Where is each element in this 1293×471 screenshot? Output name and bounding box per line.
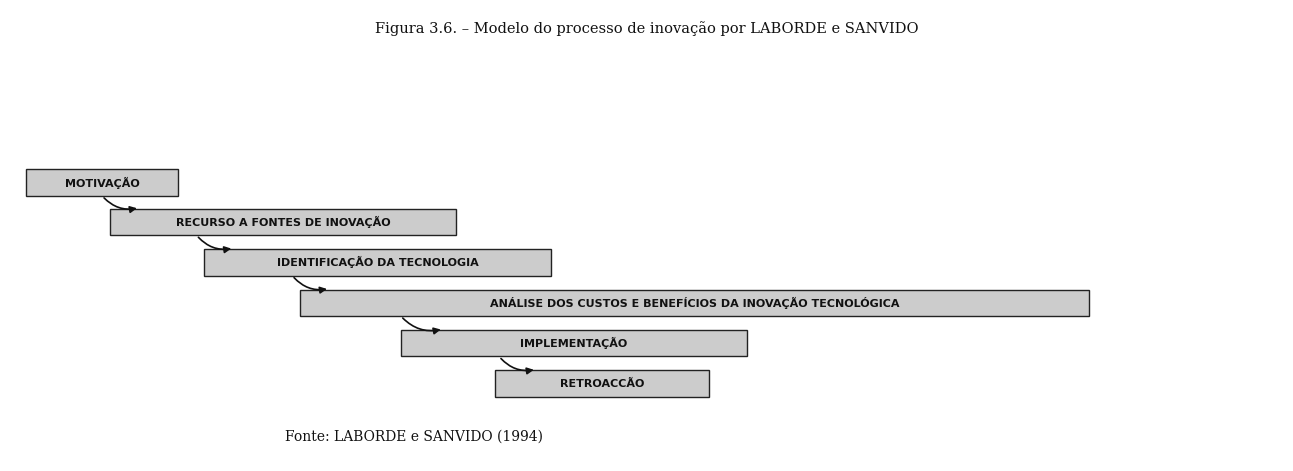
- FancyBboxPatch shape: [495, 370, 709, 397]
- Text: Figura 3.6. – Modelo do processo de inovação por LABORDE e SANVIDO: Figura 3.6. – Modelo do processo de inov…: [375, 21, 918, 36]
- Text: ANÁLISE DOS CUSTOS E BENEFÍCIOS DA INOVAÇÃO TECNOLÓGICA: ANÁLISE DOS CUSTOS E BENEFÍCIOS DA INOVA…: [490, 297, 899, 309]
- FancyBboxPatch shape: [110, 209, 456, 235]
- Text: MOTIVAÇÃO: MOTIVAÇÃO: [65, 177, 140, 189]
- FancyBboxPatch shape: [204, 249, 551, 276]
- Text: IMPLEMENTAÇÃO: IMPLEMENTAÇÃO: [521, 337, 627, 349]
- Text: Fonte: LABORDE e SANVIDO (1994): Fonte: LABORDE e SANVIDO (1994): [284, 430, 543, 444]
- FancyBboxPatch shape: [401, 330, 747, 357]
- FancyBboxPatch shape: [300, 290, 1089, 316]
- Text: IDENTIFICAÇÃO DA TECNOLOGIA: IDENTIFICAÇÃO DA TECNOLOGIA: [277, 256, 478, 268]
- Text: RECURSO A FONTES DE INOVAÇÃO: RECURSO A FONTES DE INOVAÇÃO: [176, 216, 390, 228]
- Text: RETROACCÃO: RETROACCÃO: [560, 379, 644, 389]
- FancyBboxPatch shape: [26, 170, 178, 196]
